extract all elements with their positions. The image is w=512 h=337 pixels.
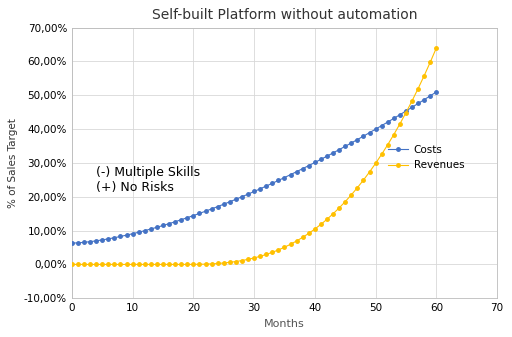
Revenues (142, 263, 148, 267)
Legend: Costs, Revenues: Costs, Revenues (388, 145, 464, 170)
Revenues (263, 252, 269, 256)
Line: Revenues: Revenues (70, 46, 438, 266)
X-axis label: Months: Months (264, 319, 305, 329)
Title: Self-built Platform without automation: Self-built Platform without automation (152, 8, 417, 22)
Revenues (385, 143, 391, 147)
Costs (385, 120, 391, 124)
Costs (288, 173, 294, 177)
Revenues (197, 262, 203, 266)
Text: (-) Multiple Skills
(+) No Risks: (-) Multiple Skills (+) No Risks (96, 166, 200, 194)
Costs (69, 241, 75, 245)
Costs (197, 211, 203, 215)
Revenues (69, 263, 75, 267)
Costs (142, 228, 148, 233)
Costs (263, 184, 269, 188)
Revenues (433, 46, 439, 50)
Y-axis label: % of Sales Target: % of Sales Target (8, 118, 18, 208)
Costs (433, 90, 439, 94)
Costs (154, 225, 160, 229)
Line: Costs: Costs (70, 90, 438, 245)
Revenues (154, 263, 160, 267)
Revenues (288, 242, 294, 246)
